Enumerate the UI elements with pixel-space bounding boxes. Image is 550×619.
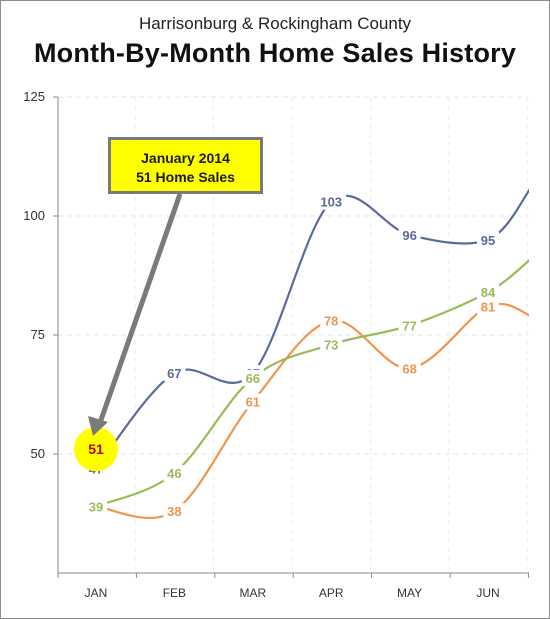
data-label-green-jun: 84 <box>481 285 496 300</box>
x-tick-label-feb: FEB <box>163 586 186 600</box>
x-tick-label-jan: JAN <box>85 586 108 600</box>
x-tick-label-jun: JUN <box>476 586 499 600</box>
data-label-bg <box>163 503 186 520</box>
annotation-line-1: January 2014 <box>141 150 230 166</box>
data-label-green-mar: 66 <box>246 371 260 386</box>
data-label-orange-may: 68 <box>402 361 416 376</box>
y-tick-label-75: 75 <box>31 327 45 342</box>
data-label-bg <box>477 284 499 301</box>
data-label-green-feb: 46 <box>167 466 181 481</box>
x-tick-label-apr: APR <box>319 586 344 600</box>
data-label-blue-feb: 67 <box>167 366 181 381</box>
data-label-bg <box>320 336 343 353</box>
data-label-bg <box>320 312 343 329</box>
data-label-blue-apr: 103 <box>320 195 342 210</box>
data-label-bg <box>398 227 421 244</box>
data-label-green-jan: 39 <box>89 499 103 514</box>
data-label-bg <box>241 393 264 410</box>
highlight-circle <box>74 427 118 472</box>
data-label-orange-apr: 78 <box>324 314 338 329</box>
x-tick-label-may: MAY <box>397 586 422 600</box>
annotation-line-2: 51 Home Sales <box>136 169 235 185</box>
x-tick-label-mar: MAR <box>239 586 266 600</box>
data-label-bg <box>163 365 186 382</box>
data-label-orange-jun: 81 <box>481 299 495 314</box>
y-tick-label-100: 100 <box>23 208 45 223</box>
data-label-bg <box>398 360 421 377</box>
data-label-orange-feb: 38 <box>167 504 181 519</box>
y-tick-label-125: 125 <box>23 89 45 104</box>
data-label-bg <box>398 317 421 334</box>
data-label-bg <box>163 465 186 482</box>
highlight-value-label: 51 <box>88 441 104 457</box>
y-tick-label-50: 50 <box>31 446 45 461</box>
data-label-bg <box>477 231 499 248</box>
data-label-bg <box>316 193 347 210</box>
data-label-blue-may: 96 <box>402 228 416 243</box>
data-label-green-apr: 73 <box>324 338 338 353</box>
data-label-bg <box>241 369 264 386</box>
data-label-orange-mar: 61 <box>246 395 260 410</box>
data-label-bg <box>477 298 499 315</box>
data-label-bg <box>85 498 107 515</box>
chart-subtitle: Harrisonburg & Rockingham County <box>138 14 412 33</box>
data-label-green-may: 77 <box>402 318 416 333</box>
series-line-orange <box>95 302 529 520</box>
series-line-blue <box>95 188 529 469</box>
callout-arrow-shaft <box>98 193 183 421</box>
chart-title: Month-By-Month Home Sales History <box>33 38 517 68</box>
data-label-blue-jun: 95 <box>481 233 495 248</box>
annotation-callout: January 2014 51 Home Sales <box>108 137 263 194</box>
callout-arrow-head <box>88 416 108 436</box>
